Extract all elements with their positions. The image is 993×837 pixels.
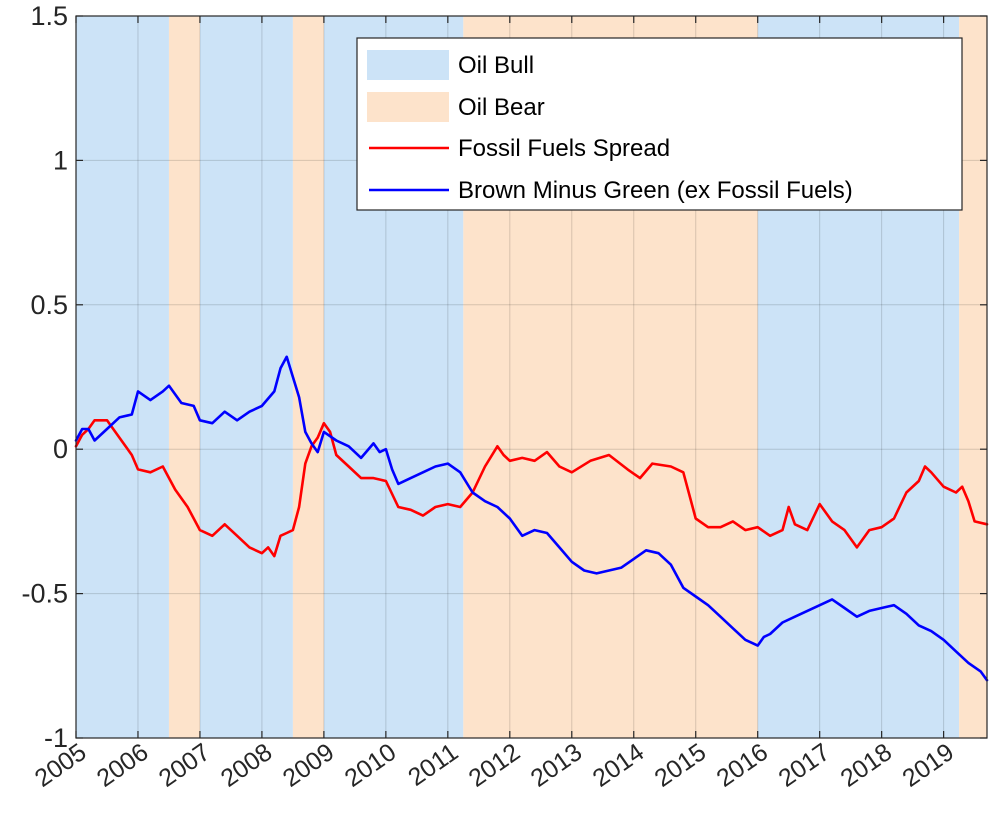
legend-swatch-1 [367, 92, 449, 122]
xtick-label-2007: 2007 [154, 738, 216, 793]
legend-swatch-0 [367, 50, 449, 80]
legend-label-0: Oil Bull [458, 52, 534, 79]
legend: Oil Bull Oil Bear Fossil Fuels Spread Brown… [356, 37, 963, 211]
legend-label-2: Fossil Fuels Spread [458, 135, 670, 162]
regime-band-oil-bear-0 [168, 16, 200, 738]
ytick-label-0: 1.5 [30, 1, 68, 31]
xtick-label-2017: 2017 [773, 738, 835, 793]
ytick-label-2: 0.5 [30, 290, 68, 320]
regime-band-oil-bear-3 [959, 16, 987, 738]
xtick-label-2011: 2011 [403, 738, 463, 792]
xtick-label-2018: 2018 [835, 738, 897, 793]
ytick-label-4: -0.5 [21, 579, 68, 609]
xtick-label-2013: 2013 [526, 738, 588, 793]
xtick-label-2019: 2019 [897, 738, 959, 793]
legend-label-1: Oil Bear [458, 94, 545, 121]
series-lines [74, 355, 989, 682]
xtick-label-2015: 2015 [650, 738, 712, 793]
legend-box [356, 37, 963, 211]
xtick-label-2009: 2009 [278, 738, 340, 793]
xtick-label-2012: 2012 [464, 738, 526, 793]
ytick-label-5: -1 [44, 723, 68, 753]
xtick-label-2008: 2008 [216, 738, 278, 793]
legend-label-3: Brown Minus Green (ex Fossil Fuels) [458, 177, 853, 204]
series-line-0 [74, 418, 989, 558]
xtick-label-2014: 2014 [588, 738, 650, 793]
xtick-label-2016: 2016 [712, 738, 774, 793]
xtick-label-2010: 2010 [340, 738, 402, 793]
plot-frame [75, 15, 988, 739]
series-line-1 [74, 355, 989, 682]
ytick-label-1: 1 [53, 145, 68, 175]
regime-band-oil-bull-0 [76, 16, 169, 738]
regime-band-oil-bear-1 [292, 16, 324, 738]
xtick-label-2006: 2006 [92, 738, 154, 793]
ytick-label-3: 0 [53, 434, 68, 464]
